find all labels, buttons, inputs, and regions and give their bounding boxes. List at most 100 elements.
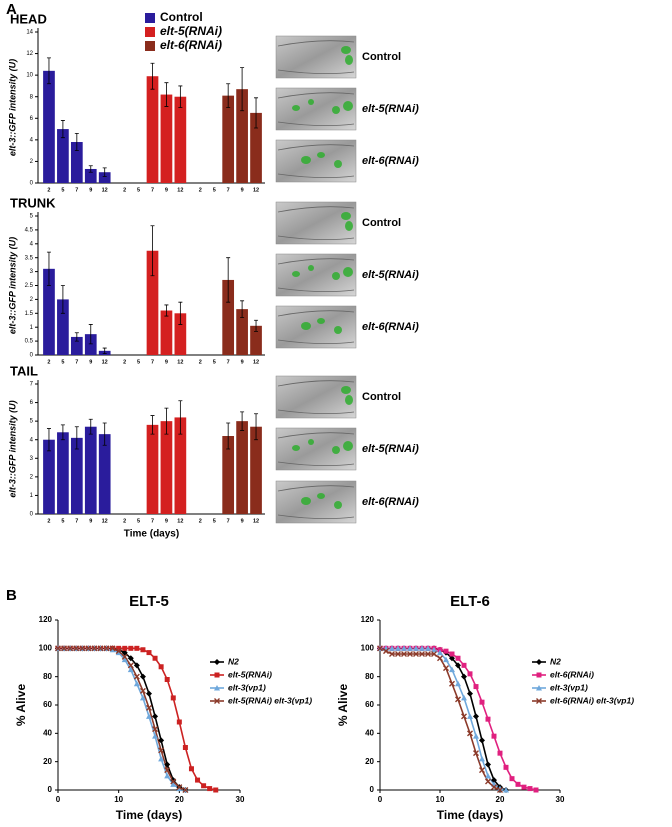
data-point bbox=[213, 787, 219, 793]
x-tick-label: 5 bbox=[137, 518, 140, 524]
y-tick-label: 80 bbox=[43, 672, 52, 681]
y-tick-label: 1.5 bbox=[25, 311, 34, 317]
y-axis-label: % Alive bbox=[336, 684, 350, 727]
data-point bbox=[73, 645, 80, 652]
x-tick-label: 9 bbox=[89, 518, 92, 524]
y-tick-label: 2 bbox=[30, 159, 34, 165]
data-point bbox=[377, 645, 383, 652]
data-point bbox=[491, 777, 497, 784]
legend-marker bbox=[214, 659, 220, 665]
data-point bbox=[146, 713, 152, 719]
worm-outline bbox=[277, 432, 355, 466]
y-axis-label: elt-3::GFP intensity (U) bbox=[7, 400, 17, 497]
data-point bbox=[170, 777, 177, 784]
data-point bbox=[170, 781, 177, 787]
data-point bbox=[533, 787, 539, 793]
data-point bbox=[164, 761, 171, 768]
error-bar bbox=[60, 285, 65, 314]
gfp-spot bbox=[308, 439, 314, 445]
bar bbox=[236, 309, 248, 355]
y-tick-label: 100 bbox=[39, 643, 53, 652]
legend-marker bbox=[214, 672, 220, 678]
legend-marker bbox=[214, 685, 220, 691]
data-point bbox=[152, 713, 159, 720]
y-tick-label: 120 bbox=[39, 615, 53, 624]
data-point bbox=[437, 655, 443, 662]
y-tick-label: 8 bbox=[30, 94, 34, 100]
data-point bbox=[207, 786, 213, 792]
bar bbox=[222, 95, 235, 183]
x-tick-label: 12 bbox=[102, 518, 108, 524]
x-tick-label: 7 bbox=[75, 359, 78, 365]
x-tick-label: 12 bbox=[102, 359, 108, 365]
y-tick-label: 12 bbox=[26, 51, 33, 57]
bar bbox=[174, 96, 187, 183]
data-point bbox=[479, 737, 485, 744]
error-bar bbox=[150, 415, 155, 435]
x-tick-label: 12 bbox=[177, 359, 183, 365]
bar bbox=[84, 168, 97, 183]
error-bar bbox=[226, 83, 231, 108]
data-point bbox=[127, 666, 134, 673]
data-point bbox=[109, 646, 116, 653]
gfp-spot bbox=[332, 106, 340, 114]
gfp-spot bbox=[334, 326, 342, 334]
gfp-spot bbox=[301, 322, 311, 330]
bar bbox=[160, 310, 173, 355]
data-point bbox=[431, 646, 437, 653]
data-point bbox=[515, 781, 521, 787]
worm-outline bbox=[277, 144, 355, 178]
data-point bbox=[79, 645, 86, 652]
y-tick-label: 0 bbox=[48, 785, 53, 794]
worm-outline bbox=[277, 92, 355, 126]
gfp-spot bbox=[301, 497, 311, 505]
x-tick-label: 5 bbox=[213, 187, 216, 193]
error-bar bbox=[178, 85, 183, 108]
data-point bbox=[61, 645, 68, 652]
gfp-spot bbox=[308, 99, 314, 105]
bar bbox=[70, 142, 83, 183]
legend-label: elt-5(RNAi) elt-3(vp1) bbox=[228, 695, 312, 705]
x-tick-label: 9 bbox=[241, 187, 244, 193]
worm-outline bbox=[277, 310, 355, 344]
data-point bbox=[139, 694, 146, 701]
x-tick-label: 5 bbox=[61, 518, 64, 524]
data-point bbox=[425, 645, 431, 651]
legend-marker bbox=[536, 672, 542, 678]
data-point bbox=[152, 655, 158, 661]
series-line bbox=[379, 647, 501, 791]
error-bar bbox=[226, 257, 231, 303]
data-point bbox=[395, 651, 401, 657]
micrograph bbox=[275, 253, 357, 297]
legend-label: elt-5(RNAi) bbox=[160, 24, 222, 38]
data-point bbox=[158, 747, 165, 754]
gfp-spot bbox=[341, 386, 351, 394]
x-tick-label: 5 bbox=[137, 187, 140, 193]
y-tick-label: 60 bbox=[365, 700, 374, 709]
image-label: Control bbox=[362, 391, 401, 403]
legend-swatch bbox=[145, 27, 155, 37]
data-point bbox=[121, 653, 128, 660]
bar bbox=[84, 426, 97, 514]
data-point bbox=[455, 655, 461, 661]
data-point bbox=[146, 650, 152, 656]
data-point bbox=[455, 680, 461, 687]
error-bar bbox=[46, 428, 51, 452]
image-label: elt-5(RNAi) bbox=[362, 103, 419, 115]
bar bbox=[250, 112, 262, 183]
data-point bbox=[128, 645, 134, 651]
data-point bbox=[55, 645, 61, 652]
y-tick-label: 6 bbox=[30, 116, 34, 122]
bar bbox=[236, 421, 248, 514]
data-point bbox=[443, 665, 449, 672]
bar bbox=[250, 325, 262, 355]
y-tick-label: 14 bbox=[26, 30, 33, 36]
data-point bbox=[389, 645, 395, 651]
data-point bbox=[121, 649, 128, 656]
data-point bbox=[491, 784, 497, 791]
data-point bbox=[449, 666, 455, 673]
error-bar bbox=[74, 132, 79, 152]
error-bar bbox=[254, 319, 259, 332]
gfp-spot bbox=[341, 212, 351, 220]
error-bar bbox=[178, 301, 183, 325]
